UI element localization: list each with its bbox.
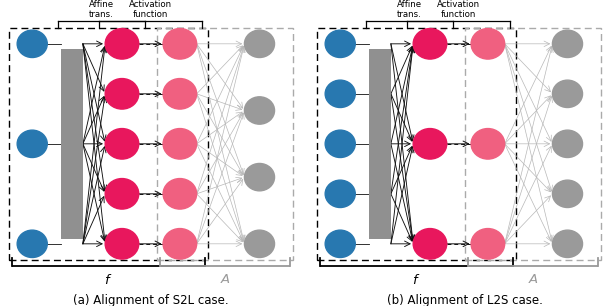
Circle shape	[245, 30, 275, 58]
Text: (b) Alignment of L2S case.: (b) Alignment of L2S case.	[387, 294, 543, 306]
Circle shape	[163, 129, 197, 159]
Text: (a) Alignment of S2L case.: (a) Alignment of S2L case.	[73, 294, 229, 306]
Circle shape	[163, 28, 197, 59]
Circle shape	[553, 230, 583, 258]
Text: $f$: $f$	[105, 273, 113, 287]
Circle shape	[17, 230, 47, 258]
Circle shape	[553, 30, 583, 58]
Text: Affine
trans.: Affine trans.	[397, 0, 422, 19]
Circle shape	[245, 97, 275, 124]
Circle shape	[325, 130, 355, 158]
Circle shape	[163, 229, 197, 259]
Circle shape	[325, 180, 355, 207]
Circle shape	[325, 230, 355, 258]
Circle shape	[325, 30, 355, 58]
Text: Activation
function: Activation function	[129, 0, 172, 19]
Circle shape	[105, 28, 139, 59]
Circle shape	[245, 230, 275, 258]
Text: $A$: $A$	[220, 273, 230, 286]
Circle shape	[553, 80, 583, 107]
Circle shape	[553, 130, 583, 158]
Circle shape	[17, 130, 47, 158]
Circle shape	[413, 28, 447, 59]
Circle shape	[163, 179, 197, 209]
Circle shape	[471, 229, 505, 259]
Circle shape	[413, 129, 447, 159]
Text: Activation
function: Activation function	[437, 0, 480, 19]
Text: $f$: $f$	[413, 273, 421, 287]
Circle shape	[471, 129, 505, 159]
Circle shape	[325, 80, 355, 107]
Circle shape	[105, 229, 139, 259]
Circle shape	[413, 229, 447, 259]
Circle shape	[163, 79, 197, 109]
Circle shape	[105, 179, 139, 209]
Text: Affine
trans.: Affine trans.	[89, 0, 114, 19]
Bar	[369, 49, 391, 239]
Circle shape	[553, 180, 583, 207]
Bar	[61, 49, 83, 239]
Circle shape	[17, 30, 47, 58]
Circle shape	[105, 129, 139, 159]
Circle shape	[245, 163, 275, 191]
Circle shape	[471, 28, 505, 59]
Circle shape	[105, 79, 139, 109]
Text: $A$: $A$	[528, 273, 538, 286]
